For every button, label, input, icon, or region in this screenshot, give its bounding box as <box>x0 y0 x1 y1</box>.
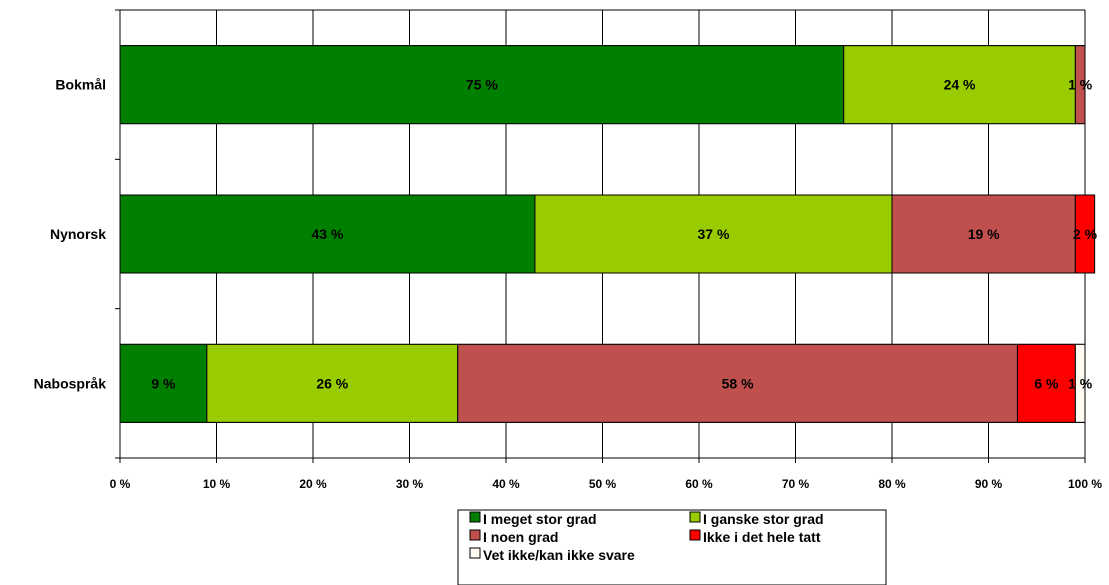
x-tick-label: 100 % <box>1068 477 1102 491</box>
data-label: 24 % <box>944 77 976 93</box>
bar-segment <box>119 194 536 274</box>
bar-segment <box>843 45 1076 125</box>
category-label: Nabospråk <box>34 375 107 391</box>
legend-entry: Vet ikke/kan ikke svare <box>483 547 635 563</box>
data-label: 9 % <box>151 375 176 391</box>
data-label: 1 % <box>1068 375 1093 391</box>
legend-swatch <box>689 511 701 523</box>
x-tick-label: 80 % <box>878 477 906 491</box>
x-tick-label: 30 % <box>396 477 424 491</box>
data-label: 6 % <box>1034 375 1059 391</box>
data-label: 43 % <box>312 226 344 242</box>
legend-box <box>457 509 887 585</box>
legend-swatch <box>689 529 701 541</box>
x-tick-label: 70 % <box>782 477 810 491</box>
legend-entry: Ikke i det hele tatt <box>703 529 821 545</box>
legend-swatch <box>469 547 481 559</box>
bar-segment <box>457 343 1018 423</box>
data-label: 37 % <box>698 226 730 242</box>
category-label: Nynorsk <box>50 226 106 242</box>
data-label: 2 % <box>1073 226 1098 242</box>
bar-segment <box>119 343 208 423</box>
data-label: 19 % <box>968 226 1000 242</box>
legend-swatch <box>469 529 481 541</box>
x-tick-label: 90 % <box>975 477 1003 491</box>
bar-segment <box>119 45 845 125</box>
data-label: 58 % <box>722 375 754 391</box>
bar-segment <box>891 194 1076 274</box>
bar-segment <box>534 194 893 274</box>
bar-segment <box>1074 343 1086 423</box>
x-tick-label: 40 % <box>492 477 520 491</box>
x-tick-label: 60 % <box>685 477 713 491</box>
legend-entry: I ganske stor grad <box>703 511 824 527</box>
x-tick-label: 0 % <box>110 477 131 491</box>
legend: I meget stor grad I ganske stor grad I noe… <box>457 509 887 585</box>
x-tick-label: 50 % <box>589 477 617 491</box>
bar-segment <box>1074 45 1086 125</box>
category-label: Bokmål <box>55 77 106 93</box>
legend-swatch <box>469 511 481 523</box>
bars <box>119 45 1096 423</box>
x-tick-label: 20 % <box>299 477 327 491</box>
bar-segment <box>1016 343 1076 423</box>
data-label: 26 % <box>316 375 348 391</box>
x-tick-label: 10 % <box>203 477 231 491</box>
axes: 0 % 10 % 20 % 30 % 40 % 50 % 60 % 70 % 80 % 90 % 1… <box>34 9 1102 491</box>
data-labels: 75 % 24 % 1 % 43 % 37 % 19 % 2 % 9 % 26 % 58 % 6 %… <box>151 77 1097 392</box>
data-label: 1 % <box>1068 77 1093 93</box>
legend-entry: I noen grad <box>483 529 558 545</box>
bar-segment <box>206 343 459 423</box>
legend-entry: I meget stor grad <box>483 511 597 527</box>
bar-segment <box>1074 194 1096 274</box>
data-label: 75 % <box>466 77 498 93</box>
